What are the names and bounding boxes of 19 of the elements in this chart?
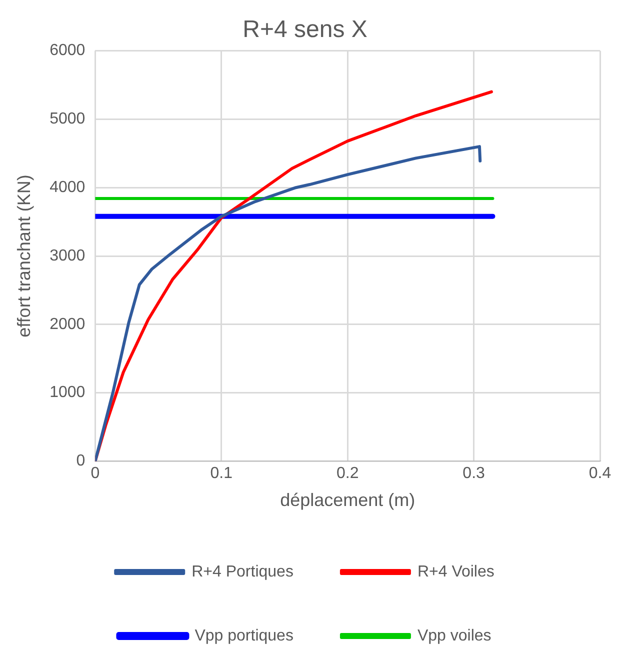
y-tick-label: 0 [76,452,86,470]
y-tick-label: 4000 [50,179,86,196]
legend-label: R+4 Voiles [417,563,494,580]
x-axis-title: déplacement (m) [280,490,416,510]
legend-label: Vpp voiles [417,627,492,644]
chart-title: R+4 sens X [242,16,368,44]
x-tick-label: 0.1 [210,465,233,482]
y-tick-label: 2000 [50,316,86,333]
y-tick-label: 6000 [50,42,86,60]
x-tick-label: 0 [90,465,100,482]
y-tick-label: 3000 [50,247,86,264]
y-axis-title: effort tranchant (KN) [14,174,34,338]
x-tick-label: 0.4 [588,465,612,482]
legend-label: Vpp portiques [194,627,294,644]
x-tick-label: 0.3 [462,465,486,482]
y-tick-label: 5000 [50,110,86,128]
y-tick-label: 1000 [50,384,86,402]
x-tick-label: 0.2 [336,465,359,482]
legend-label: R+4 Portiques [192,563,294,580]
